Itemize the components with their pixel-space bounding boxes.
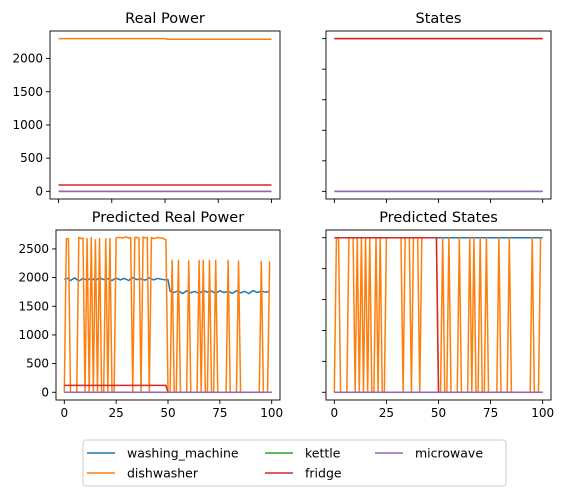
predicted-states-subplot: Predicted States 0 25 50 75 100 bbox=[322, 210, 554, 420]
legend-label: washing_machine bbox=[127, 446, 239, 461]
real-power-subplot: Real Power 0 500 1000 1500 2000 bbox=[12, 11, 281, 203]
subplot-title: States bbox=[416, 11, 462, 27]
subplot-title: Real Power bbox=[125, 11, 205, 27]
x-tick-label: 100 bbox=[260, 406, 283, 420]
states-subplot: States bbox=[322, 11, 552, 203]
axes-frame bbox=[49, 30, 281, 200]
x-tick-label: 0 bbox=[331, 406, 339, 420]
y-tick-label: 2000 bbox=[18, 271, 49, 285]
series-line-dishwasher bbox=[58, 37, 272, 41]
y-tick-label: 1000 bbox=[18, 328, 49, 342]
legend-item-washing-machine: washing_machine bbox=[87, 446, 239, 461]
legend-item-fridge: fridge bbox=[265, 466, 342, 481]
x-tick-label: 25 bbox=[379, 406, 394, 420]
x-tick-label: 75 bbox=[483, 406, 498, 420]
x-tick-label: 0 bbox=[60, 406, 68, 420]
y-tick-label: 1500 bbox=[18, 299, 49, 313]
subplot-title: Predicted States bbox=[379, 210, 498, 226]
y-tick-label: 1500 bbox=[12, 85, 43, 99]
legend-label: microwave bbox=[415, 446, 483, 461]
x-tick-label: 100 bbox=[531, 406, 554, 420]
x-tick-label: 75 bbox=[212, 406, 227, 420]
y-tick-label: 500 bbox=[26, 357, 49, 371]
subplot-title: Predicted Real Power bbox=[92, 210, 244, 226]
x-tick-label: 25 bbox=[109, 406, 124, 420]
legend-label: fridge bbox=[305, 466, 342, 481]
series-line-dishwasher bbox=[63, 236, 271, 394]
legend-label: dishwasher bbox=[127, 466, 199, 481]
x-tick-label: 50 bbox=[160, 406, 175, 420]
y-tick-label: 2500 bbox=[18, 242, 49, 256]
y-tick-label: 0 bbox=[35, 184, 43, 198]
x-tick-label: 50 bbox=[431, 406, 446, 420]
legend-frame bbox=[82, 439, 507, 487]
y-tick-label: 0 bbox=[41, 385, 49, 399]
legend-item-kettle: kettle bbox=[265, 446, 341, 461]
y-tick-label: 500 bbox=[20, 151, 43, 165]
legend: washing_machine dishwasher kettle fridge mic… bbox=[82, 439, 507, 487]
legend-label: kettle bbox=[305, 446, 341, 461]
legend-item-microwave: microwave bbox=[375, 446, 483, 461]
y-tick-label: 2000 bbox=[12, 52, 43, 66]
y-tick-label: 1000 bbox=[12, 118, 43, 132]
legend-item-dishwasher: dishwasher bbox=[87, 466, 199, 481]
axes-frame bbox=[325, 30, 552, 200]
